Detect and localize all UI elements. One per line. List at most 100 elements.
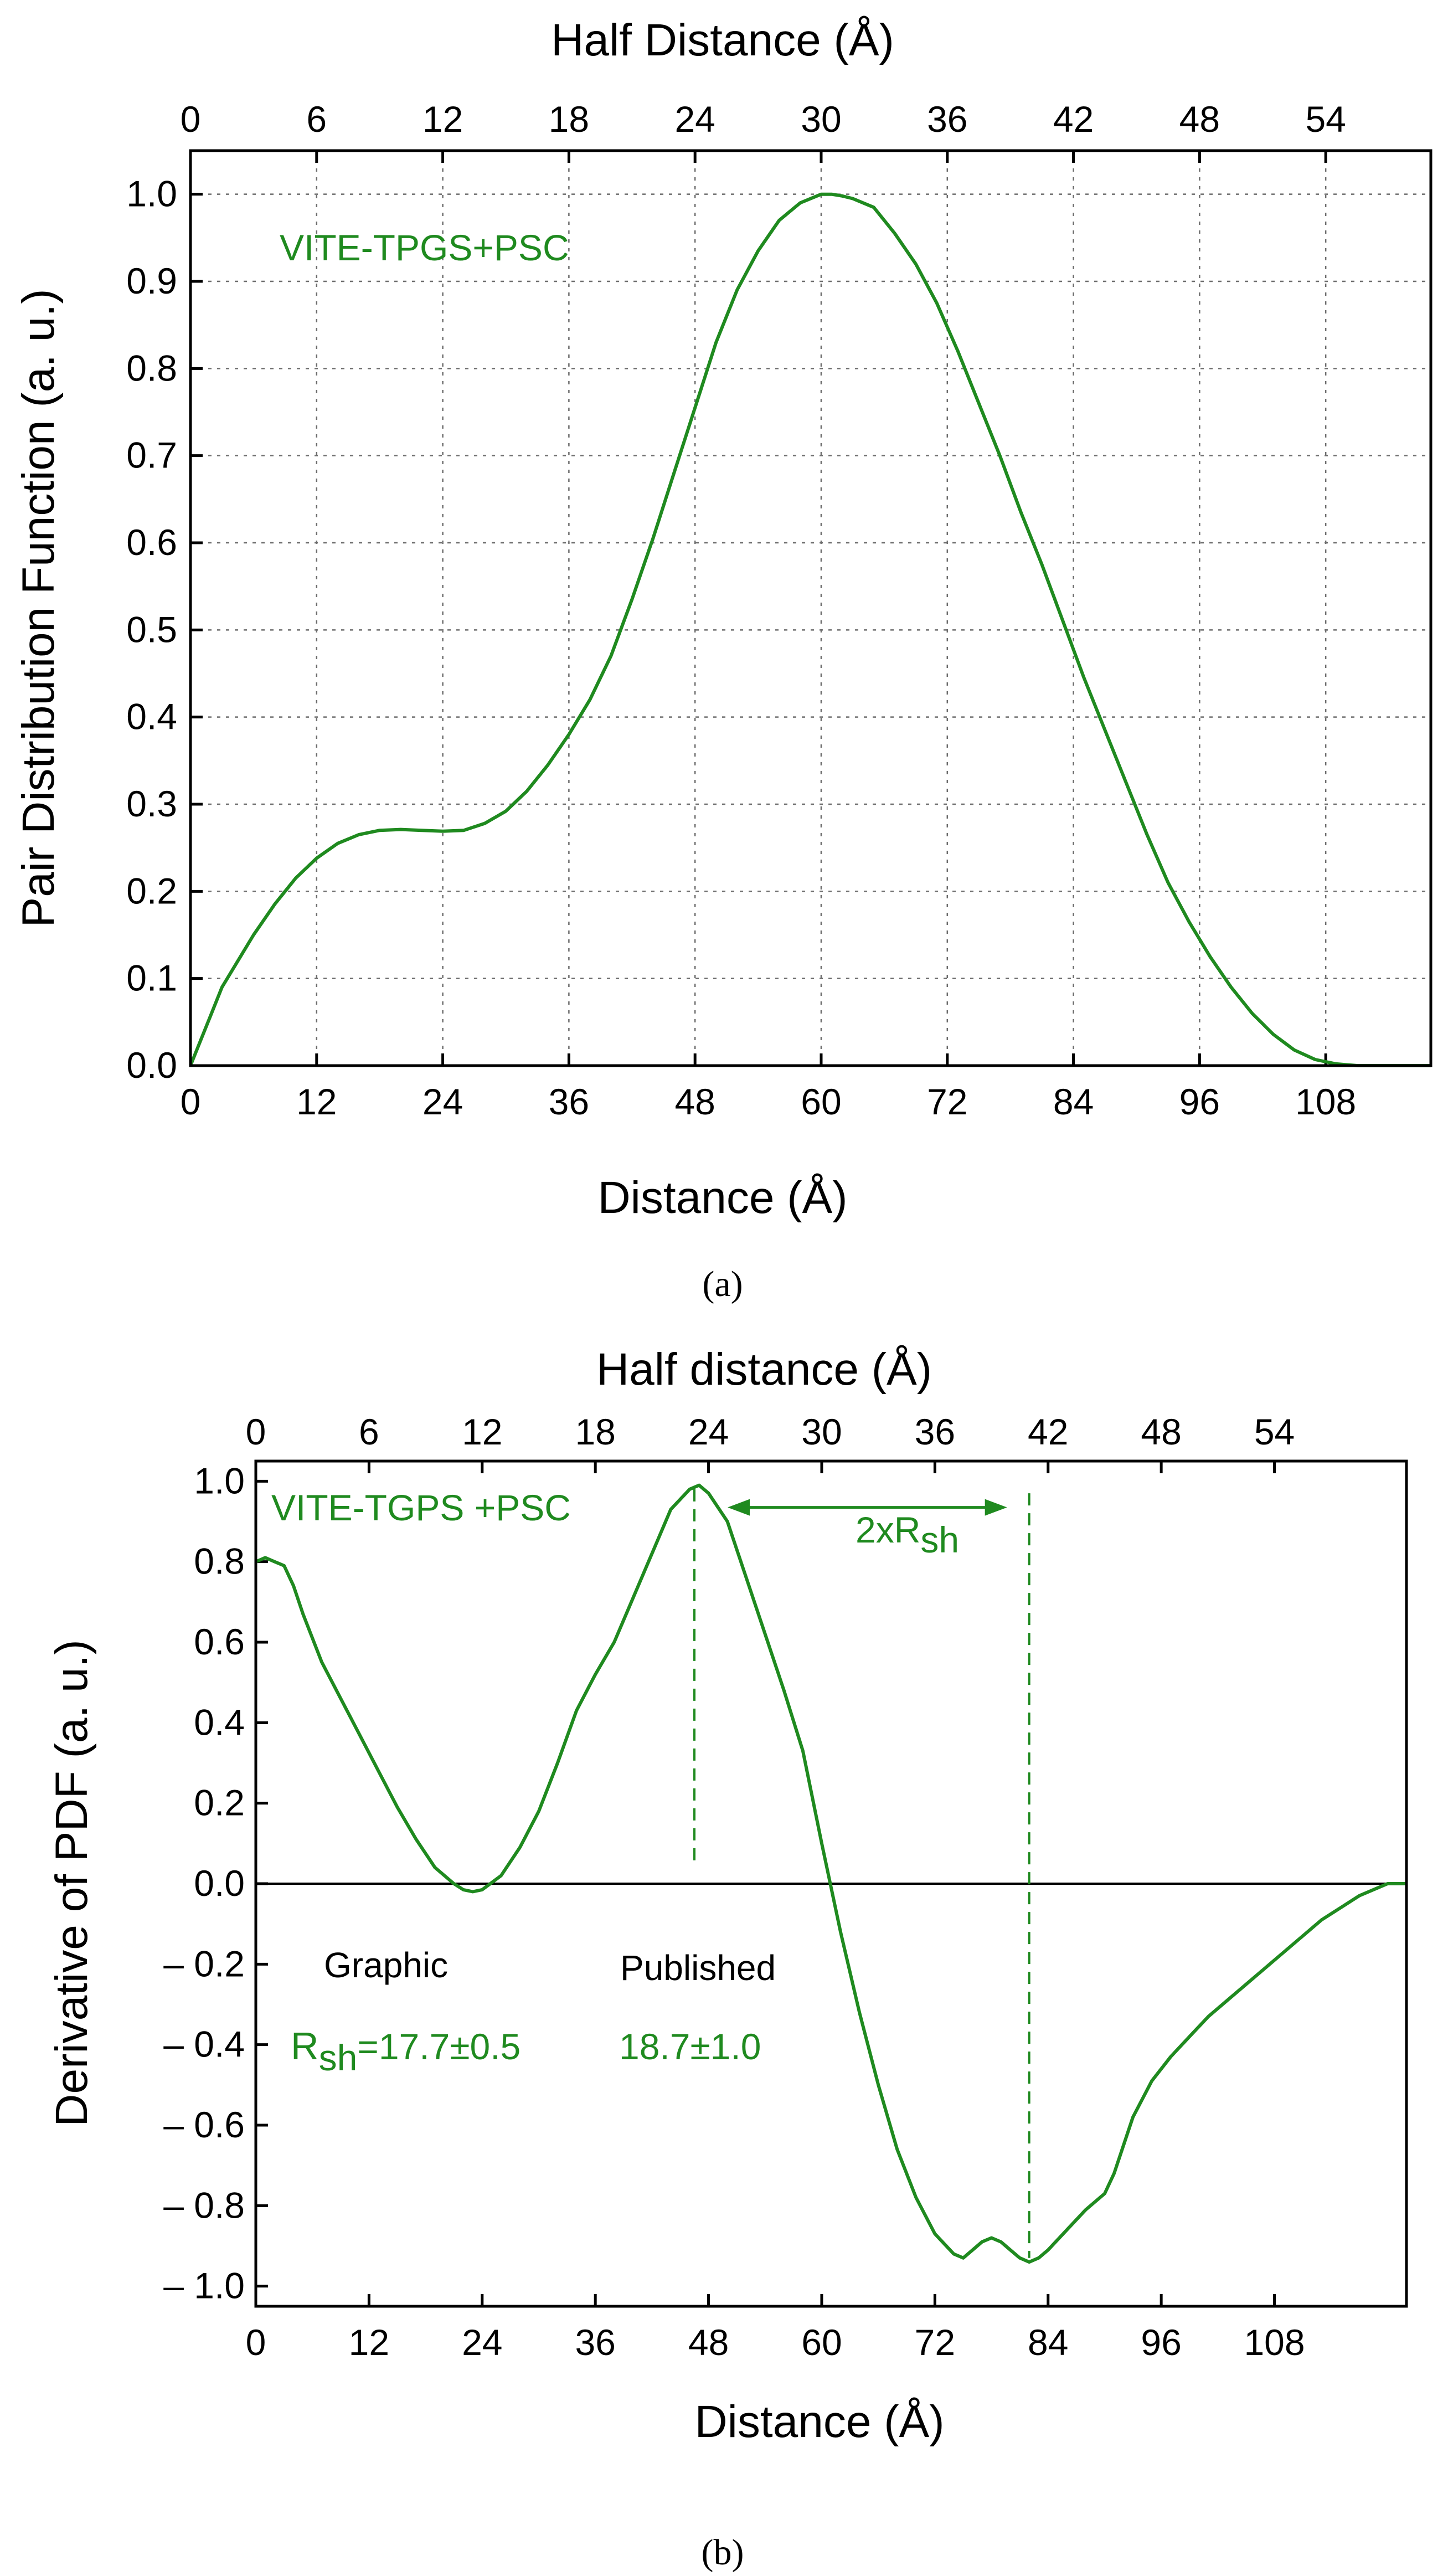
chart-a: 0 12 24 36 48 60 72 84 96 108 0 6 12 18 24 30 36 42 48 54 …	[13, 15, 1432, 1304]
b-ytick-label: – 0.6	[163, 2104, 245, 2145]
b-xtick-label: 12	[349, 2322, 389, 2363]
b-xtick-label: 84	[1028, 2322, 1068, 2363]
a-xtick-label: 108	[1295, 1081, 1356, 1122]
a-top-tick-labels: 0 6 12 18 24 30 36 42 48 54	[181, 99, 1346, 140]
b-ytick-label: – 0.4	[163, 2024, 245, 2065]
a-xtick-label: 12	[296, 1081, 337, 1122]
b-xtick-label: 36	[575, 2322, 615, 2363]
b-r-sub: sh	[319, 2037, 358, 2078]
a-ytick-label: 0.0	[126, 1045, 177, 1086]
a-xtick-label: 36	[549, 1081, 589, 1122]
b-arrow-label: 2xRsh	[856, 1509, 959, 1560]
a-gridlines	[190, 151, 1431, 1066]
b-r-symbol: R	[291, 2024, 319, 2068]
a-toptick-label: 42	[1053, 99, 1094, 140]
b-toptick-label: 6	[359, 1411, 379, 1452]
b-ytick-label: 0.2	[194, 1782, 245, 1823]
a-toptick-label: 30	[801, 99, 841, 140]
b-toptick-label: 48	[1141, 1411, 1181, 1452]
b-xtick-label: 24	[462, 2322, 502, 2363]
b-ytick-label: 0.8	[194, 1541, 245, 1582]
a-ytick-label: 0.3	[126, 783, 177, 824]
a-xtick-label: 96	[1179, 1081, 1220, 1122]
b-ytick-label: 0.6	[194, 1621, 245, 1662]
b-y-tick-labels: 1.0 0.8 0.6 0.4 0.2 0.0 – 0.2 – 0.4 – 0.6 – 0.8 – …	[163, 1460, 245, 2306]
b-toptick-label: 12	[462, 1411, 502, 1452]
b-xtick-label: 0	[246, 2322, 266, 2363]
b-toptick-label: 42	[1028, 1411, 1068, 1452]
a-ticks	[189, 151, 1327, 1067]
a-y-axis-label: Pair Distribution Function (a. u.)	[13, 289, 64, 927]
b-ytick-label: 1.0	[194, 1460, 245, 1501]
a-series-line	[189, 192, 1431, 1067]
b-toptick-label: 24	[688, 1411, 729, 1452]
b-published-value: 18.7±1.0	[619, 2026, 761, 2067]
b-toptick-label: 54	[1254, 1411, 1295, 1452]
a-ytick-label: 0.1	[126, 958, 177, 999]
b-x-tick-labels: 0 12 24 36 48 60 72 84 96 108	[246, 2322, 1305, 2363]
b-xtick-label: 96	[1141, 2322, 1181, 2363]
a-x-axis-label: Distance (Å)	[597, 1173, 847, 1223]
b-ytick-label: – 0.8	[163, 2184, 245, 2225]
b-ytick-label: 0.0	[194, 1863, 245, 1904]
b-xtick-label: 72	[915, 2322, 955, 2363]
a-caption: (a)	[702, 1264, 743, 1304]
a-top-axis-label: Half Distance (Å)	[551, 15, 894, 65]
b-toptick-label: 0	[246, 1411, 266, 1452]
b-graphic-number: =17.7±0.5	[357, 2026, 521, 2067]
b-arrow-label-main: 2xR	[856, 1509, 920, 1550]
a-xtick-label: 48	[674, 1081, 715, 1122]
b-graphic-header: Graphic	[324, 1945, 448, 1985]
b-ytick-label: 0.4	[194, 1701, 245, 1742]
a-series-annotation: VITE-TPGS+PSC	[280, 227, 569, 268]
a-xtick-label: 60	[801, 1081, 841, 1122]
a-xtick-label: 24	[422, 1081, 463, 1122]
a-ytick-label: 0.4	[126, 696, 177, 737]
b-toptick-label: 30	[801, 1411, 842, 1452]
a-toptick-label: 18	[549, 99, 589, 140]
a-toptick-label: 24	[674, 99, 715, 140]
b-arrowhead-right	[985, 1499, 1007, 1516]
b-xtick-label: 108	[1244, 2322, 1305, 2363]
a-plot-frame	[189, 149, 1432, 1067]
b-x-axis-label: Distance (Å)	[694, 2397, 944, 2447]
b-arrowhead-left	[728, 1499, 750, 1516]
a-toptick-label: 36	[927, 99, 967, 140]
a-ytick-label: 0.7	[126, 435, 177, 476]
b-series-annotation: VITE-TGPS +PSC	[271, 1487, 571, 1528]
b-xtick-label: 60	[801, 2322, 842, 2363]
a-xtick-label: 0	[181, 1081, 201, 1122]
a-ytick-label: 0.5	[126, 609, 177, 650]
a-toptick-label: 6	[306, 99, 327, 140]
b-series-line	[255, 1483, 1406, 2264]
a-ytick-label: 0.9	[126, 260, 177, 301]
chart-b: 0 12 24 36 48 60 72 84 96 108 0 6 12 18 24 30 36 42 48 54 …	[47, 1344, 1408, 2573]
b-caption: (b)	[702, 2532, 744, 2573]
a-toptick-label: 54	[1305, 99, 1346, 140]
a-toptick-label: 12	[422, 99, 463, 140]
b-y-axis-label: Derivative of PDF (a. u.)	[47, 1639, 97, 2126]
b-toptick-label: 18	[575, 1411, 615, 1452]
b-xtick-label: 48	[688, 2322, 729, 2363]
a-xtick-label: 72	[927, 1081, 967, 1122]
a-ytick-label: 1.0	[126, 173, 177, 214]
b-dashed-markers	[693, 1489, 1030, 2258]
b-ytick-label: – 1.0	[163, 2265, 245, 2306]
b-graphic-value: Rsh=17.7±0.5	[291, 2024, 521, 2078]
a-xtick-label: 84	[1053, 1081, 1094, 1122]
b-top-tick-labels: 0 6 12 18 24 30 36 42 48 54	[246, 1411, 1295, 1452]
b-top-axis-label: Half distance (Å)	[596, 1344, 932, 1395]
a-ytick-label: 0.8	[126, 347, 177, 388]
b-arrow-label-sub: sh	[920, 1519, 959, 1560]
a-toptick-label: 48	[1179, 99, 1220, 140]
b-published-header: Published	[620, 1948, 776, 1988]
b-ytick-label: – 0.2	[163, 1943, 245, 1984]
b-plot-frame	[254, 1459, 1408, 2308]
a-ytick-label: 0.2	[126, 870, 177, 911]
b-toptick-label: 36	[915, 1411, 955, 1452]
a-y-tick-labels: 0.0 0.1 0.2 0.3 0.4 0.5 0.6 0.7 0.8 0.9 1.0	[126, 173, 177, 1086]
a-toptick-label: 0	[181, 99, 201, 140]
a-ytick-label: 0.6	[126, 522, 177, 563]
a-x-tick-labels: 0 12 24 36 48 60 72 84 96 108	[181, 1081, 1357, 1122]
